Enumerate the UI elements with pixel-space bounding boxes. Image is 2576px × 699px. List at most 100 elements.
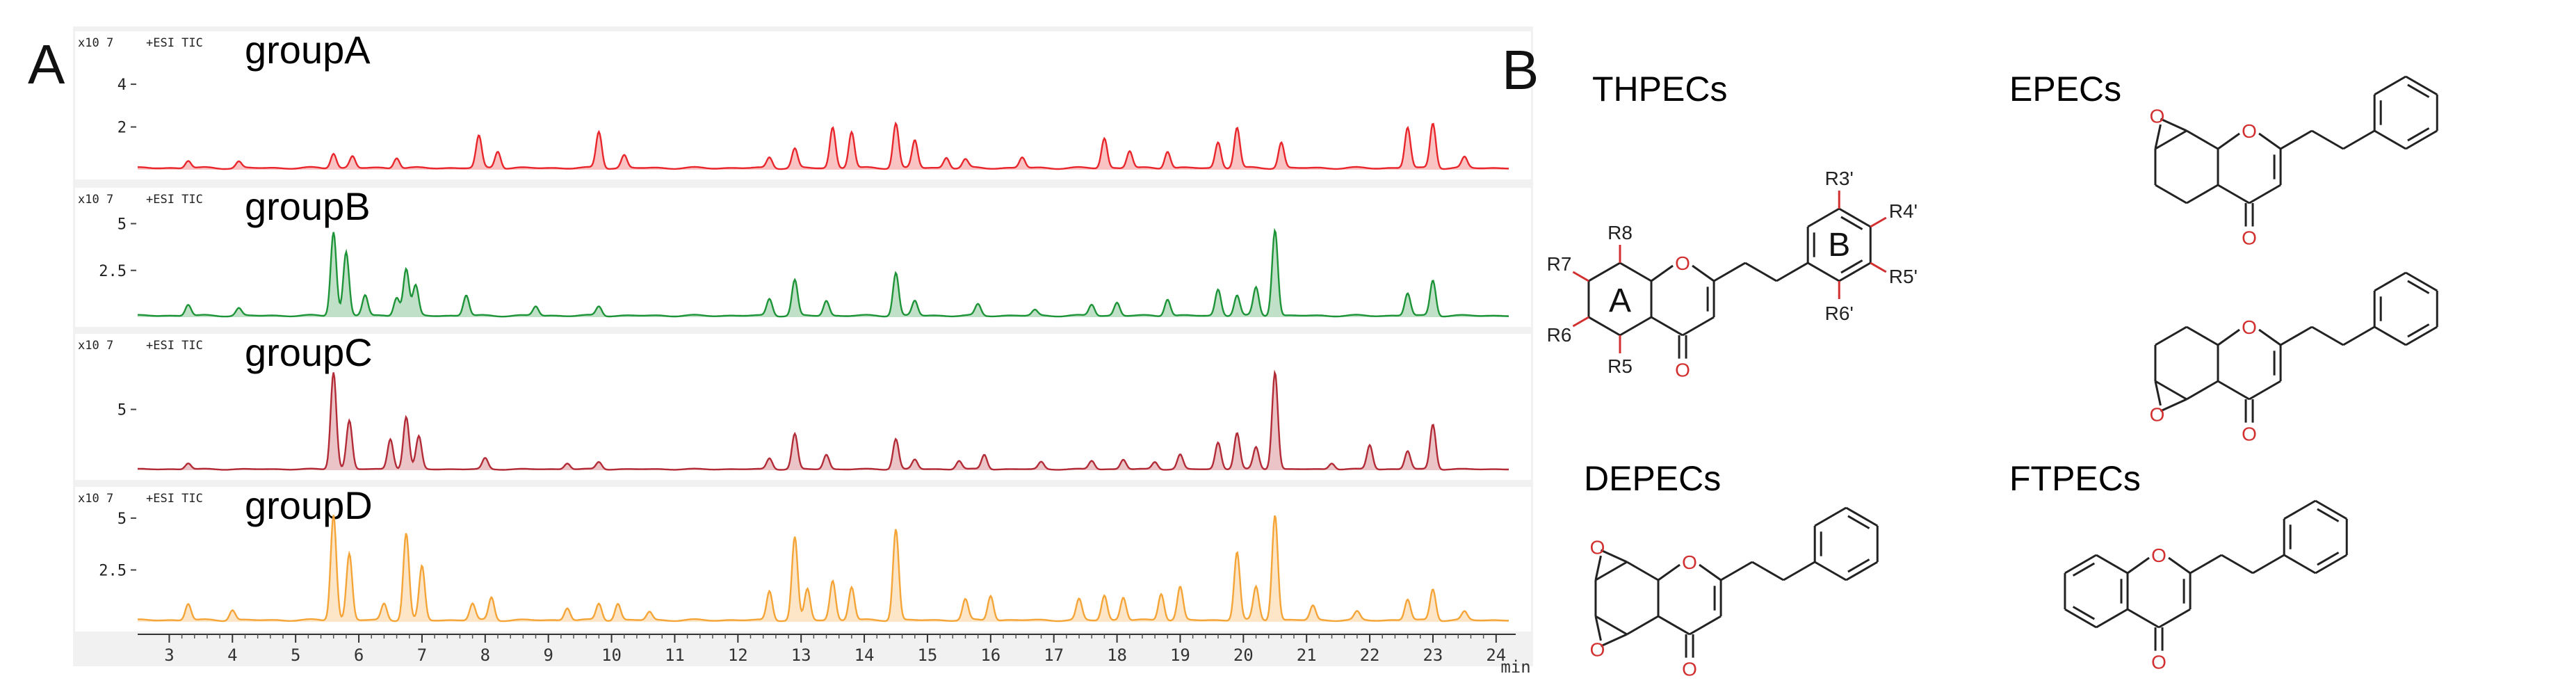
epec2-ringA-bond-3 [2155, 380, 2187, 401]
depec-phenyl-bond-2 [1845, 561, 1879, 581]
mode-label-groupC: +ESI TIC [146, 339, 203, 353]
epec1-bond-c4-c4a [2217, 184, 2250, 204]
epec1-bond-o-c2 [2258, 132, 2281, 150]
xtick-label-12: 12 [728, 645, 748, 665]
ytick-label-groupD-0: 2.5 [99, 562, 127, 579]
ytick-label-groupC-0: 5 [118, 402, 127, 419]
depec-bond-c3-c4 [1689, 615, 1722, 636]
depec-top-epoxide-bond-1 [1600, 549, 1628, 563]
ftpec-chain-2 [2221, 554, 2253, 575]
epec-structure-1: O O O [2150, 75, 2438, 249]
epec1-phenyl-bond-2 [2405, 129, 2438, 150]
class-label-ftpecs: FTPECs [2009, 459, 2141, 498]
xtick-label-8: 8 [480, 645, 490, 665]
ftpec-carbonyl-oxygen: O [2151, 652, 2166, 673]
epec2-phenyl-bond-0 [2405, 271, 2438, 292]
depec-ringA-bond-5 [1595, 561, 1628, 581]
thpec-bond-c8a-o [1651, 264, 1674, 282]
thpec-ringA-bond-2 [1619, 316, 1652, 337]
thpec-bond-o-c2 [1692, 264, 1715, 282]
thpec-bond-c4-c4a [1651, 316, 1683, 337]
ftpec-phenyl-bond-5 [2283, 499, 2316, 520]
epec2-ringA-bond-5 [2155, 326, 2187, 346]
ftpec-ringA-bond-0 [2096, 554, 2128, 575]
scale-label-groupC: x10 7 [78, 339, 113, 353]
epec2-bond-c3-c4 [2249, 380, 2281, 401]
ftpec-ringA-bond-3 [2064, 608, 2097, 629]
epec1-epoxide-bond-1 [2160, 118, 2187, 132]
ftpec-bond-o-c2 [2168, 556, 2191, 575]
xtick-label-22: 22 [1360, 645, 1380, 665]
depec-chain-3 [1783, 561, 1815, 581]
thpec-phenyl-double-1 [1840, 216, 1863, 230]
thpec-sub-r4-bond [1870, 216, 1887, 228]
epec2-chain-2 [2311, 326, 2344, 346]
epec2-ring-oxygen: O [2242, 316, 2257, 338]
xtick-label-3: 3 [164, 645, 174, 665]
ftpec-phenyl-bond-0 [2315, 499, 2348, 520]
thpec-ringA-bond-0 [1619, 262, 1652, 282]
epec1-chain-2 [2311, 129, 2344, 150]
epec1-phenyl-double-2 [2407, 127, 2430, 142]
mode-label-groupA: +ESI TIC [146, 36, 203, 50]
depec-ringA-bond-0 [1626, 561, 1659, 581]
depec-bottom-epoxide-bond-1 [1594, 616, 1602, 641]
trace-band-groupA [75, 31, 1531, 179]
thpec-sub-r6p: R6' [1825, 303, 1854, 324]
depec-bond-c8a-o [1658, 563, 1680, 581]
xtick-label-6: 6 [354, 645, 364, 665]
epec1-phenyl-bond-3 [2374, 129, 2406, 150]
epec1-ringA-bond-5 [2155, 129, 2187, 150]
depec-phenyl-bond-0 [1845, 506, 1879, 527]
ytick-label-groupA-0: 2 [118, 120, 127, 137]
depec-bottom-epoxide-bond-2 [1600, 633, 1628, 648]
depec-ring-oxygen: O [1682, 552, 1697, 573]
scale-label-groupD: x10 7 [78, 492, 113, 506]
epec2-bond-c4-c4a [2217, 380, 2250, 401]
epec2-carbonyl-oxygen: O [2242, 424, 2257, 445]
epec2-phenyl-double-1 [2407, 280, 2430, 294]
xtick-label-16: 16 [980, 645, 1001, 665]
thpec-sub-r7-bond [1572, 271, 1589, 282]
depec-phenyl-double-1 [1847, 515, 1870, 529]
mode-label-groupD: +ESI TIC [146, 492, 203, 506]
ftpec-structure: OO [2064, 499, 2348, 673]
thpec-phenyl-double-2 [1840, 259, 1863, 274]
xtick-label-5: 5 [291, 645, 300, 665]
ftpec-bond-c3-c4 [2158, 608, 2191, 629]
epec2-ringA-bond-0 [2186, 326, 2219, 346]
trace-line-groupB [138, 227, 1509, 318]
trace-band-groupC [75, 334, 1531, 480]
depec-top-epoxide-oxygen: O [1590, 536, 1605, 558]
xtick-label-7: 7 [417, 645, 427, 665]
epec-structure-2: O O O [2150, 271, 2438, 445]
epec2-epoxide-bond-1 [2154, 380, 2162, 406]
ftpec-chain-3 [2252, 554, 2285, 575]
xtick-label-24: 24 [1486, 645, 1506, 665]
scale-label-groupB: x10 7 [78, 193, 113, 207]
class-label-thpecs: THPECs [1592, 70, 1727, 109]
ytick-label-groupB-1: 5 [118, 216, 127, 234]
trace-band-groupB [75, 188, 1531, 327]
epec2-chain-1 [2280, 326, 2312, 346]
thpec-phenyl-bond-0 [1838, 207, 1872, 228]
depec-bottom-epoxide-oxygen: O [1590, 639, 1605, 661]
xtick-label-17: 17 [1044, 645, 1064, 665]
depec-phenyl-bond-3 [1814, 561, 1847, 581]
thpec-phenyl-bond-2 [1838, 262, 1872, 282]
depec-phenyl-double-2 [1847, 559, 1870, 573]
ftpec-ringA-bond-5 [2064, 554, 2097, 575]
trace-line-groupC [138, 369, 1509, 471]
scale-label-groupA: x10 7 [78, 36, 113, 50]
ftpec-phenyl-bond-2 [2315, 554, 2348, 575]
epec2-bond-o-c2 [2258, 328, 2281, 346]
thpec-carbonyl-oxygen: O [1675, 360, 1690, 381]
depec-ringA-bond-2 [1626, 615, 1659, 636]
thpec-ring-b-label: B [1828, 227, 1850, 264]
epec1-ring-oxygen: O [2242, 120, 2257, 142]
thpec-bond-c3-c4 [1682, 316, 1715, 337]
epec1-epoxide-bond-2 [2154, 124, 2162, 150]
xtick-label-23: 23 [1423, 645, 1443, 665]
